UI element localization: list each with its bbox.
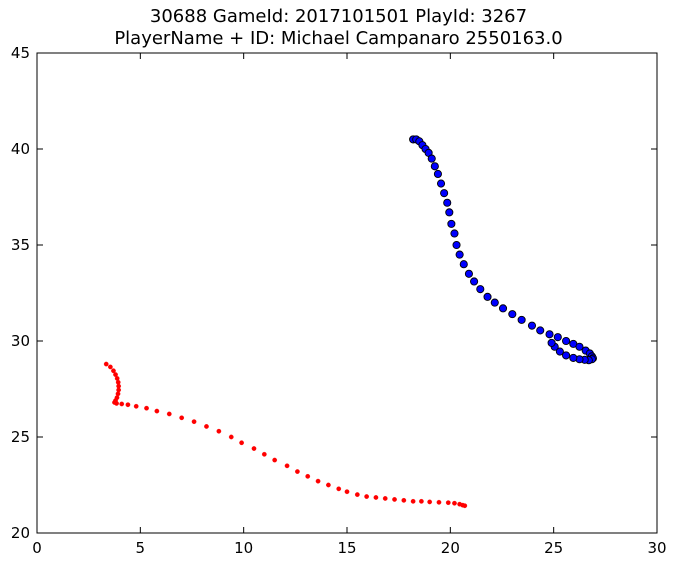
series-2-point-14 [119,401,125,407]
series-1-point-23 [490,298,499,307]
y-tick-label-45: 45 [11,44,30,62]
series-1-point-25 [508,310,517,319]
series-1-point-44 [555,347,564,356]
series-1-point-13 [445,208,454,217]
chart-title-line-2: PlayerName + ID: Michael Campanaro 25501… [114,28,563,49]
axis-ticks [36,52,658,534]
x-tick-label-30: 30 [647,539,666,557]
x-tick-label-10: 10 [234,539,253,557]
series-1-point-20 [470,277,479,286]
series-1-point-42 [569,353,578,362]
y-tick-label-35: 35 [11,236,30,254]
series-2-point-30 [295,469,300,474]
series-2-point-40 [392,497,397,502]
series-2-point-35 [344,489,350,495]
x-tick-label-15: 15 [337,539,356,557]
series-1-point-8 [430,162,439,171]
series-1-point-43 [562,351,571,360]
series-1-point-33 [575,342,584,351]
series-2-point-9 [115,391,121,397]
series-1-point-21 [476,285,485,294]
series-1-point-26 [517,315,526,324]
series-2-point-47 [452,500,457,506]
series-1-point-16 [452,240,461,250]
series-2-point-22 [204,424,209,429]
series-2-point-29 [284,463,290,469]
series-2-point-23 [216,428,222,434]
y-tick-label-20: 20 [11,524,30,542]
series-1-point-11 [440,189,449,198]
series-1-point-17 [455,250,464,259]
series-2-point-20 [179,415,185,421]
series-2-point-33 [326,482,331,488]
series-2-point-15 [125,402,131,408]
series-2-point-2 [108,364,113,370]
series-1-point-15 [450,229,459,238]
series-2-point-19 [166,411,172,417]
series-2-point-1 [103,361,109,367]
x-tick-label-0: 0 [32,539,42,557]
axis-tick-labels: 0 5 10 15 20 25 30 20 25 30 35 40 45 [11,44,667,557]
series-2-point-39 [382,496,388,501]
series-1-point-27 [527,321,537,330]
series-2-point-44 [427,499,433,505]
series-2-point-31 [305,474,311,479]
series-2-point-45 [436,499,442,505]
series-2-point-46 [445,500,451,506]
series-2-point-13 [114,401,119,406]
series-2-point-32 [315,478,321,484]
series-1-point-7 [427,154,436,163]
series-1-point-9 [433,169,442,179]
series-2-point-24 [228,434,234,440]
series-1-point-30 [553,333,562,342]
series-1-point-31 [562,336,571,346]
series-2-point-37 [364,494,369,499]
series-1-point-19 [464,269,473,278]
series-1-point-46 [547,338,556,347]
series-1-point-14 [447,219,456,228]
y-tick-label-40: 40 [11,140,30,158]
series-2-point-16 [133,403,139,409]
series-1-point-12 [443,198,452,207]
series-2-point-3 [111,368,116,374]
series-1-point-24 [498,304,508,313]
series-2-point-5 [114,376,120,381]
series-1-point-10 [436,179,446,188]
series-2-point-38 [373,495,379,500]
series-2-point-41 [401,498,407,503]
data-marks [103,135,597,509]
series-2-point-36 [354,492,360,497]
series-2-point-26 [251,446,257,451]
series-2-point-17 [144,405,149,411]
y-tick-label-30: 30 [11,332,30,350]
x-tick-label-25: 25 [544,539,563,557]
series-2-point-21 [191,419,197,424]
chart-title-line-1: 30688 GameId: 2017101501 PlayId: 3267 [149,6,528,27]
chart-title: 30688 GameId: 2017101501 PlayId: 3267 Pl… [0,6,677,50]
series-1-point-18 [459,260,468,269]
series-2-point-34 [336,486,342,492]
plot-area-frame [36,52,658,534]
series-2-point-28 [272,457,278,463]
series-1-point-29 [545,330,554,339]
series-1-point-22 [483,292,492,301]
series-2-point-8 [116,387,121,393]
series-2-point-27 [261,451,267,457]
x-tick-label-5: 5 [136,539,146,557]
series-1-point-28 [536,326,545,335]
series-2-point-18 [154,408,160,414]
x-tick-label-20: 20 [441,539,460,557]
y-tick-label-25: 25 [11,428,30,446]
series-2-point-43 [419,498,424,504]
series-2-point-50 [462,503,468,509]
series-2-point-42 [410,498,416,504]
series-2-point-25 [239,440,244,446]
